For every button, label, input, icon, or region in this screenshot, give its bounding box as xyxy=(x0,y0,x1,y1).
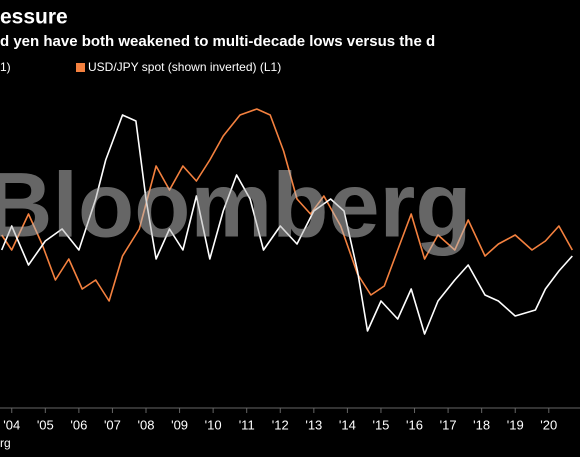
x-tick-label: '11 xyxy=(239,417,255,432)
x-tick-label: '07 xyxy=(104,417,121,432)
x-tick-label: '17 xyxy=(440,417,457,432)
series-line xyxy=(1,108,573,302)
x-tick-label: '08 xyxy=(138,417,155,432)
source: rg xyxy=(0,436,11,450)
x-tick-label: '05 xyxy=(37,417,54,432)
chart-subtitle: d yen have both weakened to multi-decade… xyxy=(0,33,435,50)
x-tick-label: '06 xyxy=(70,417,87,432)
watermark: Bloomberg xyxy=(0,154,472,256)
x-tick-label: '12 xyxy=(272,417,289,432)
x-tick-label: '16 xyxy=(406,417,423,432)
x-tick-label: '09 xyxy=(171,417,188,432)
chart-title: essure xyxy=(0,6,68,29)
x-tick-label: '14 xyxy=(339,417,356,432)
x-tick-label: '15 xyxy=(372,417,389,432)
x-tick-label: '13 xyxy=(305,417,322,432)
x-tick-label: '04 xyxy=(3,417,20,432)
x-tick-label: '20 xyxy=(540,417,557,432)
legend-fragment: 1) xyxy=(0,60,11,74)
legend-label: USD/JPY spot (shown inverted) (L1) xyxy=(88,60,281,74)
x-tick-label: '19 xyxy=(507,417,524,432)
x-tick-label: '18 xyxy=(473,417,490,432)
series-line xyxy=(0,114,573,335)
x-tick-label: '10 xyxy=(205,417,222,432)
legend-swatch xyxy=(76,63,85,72)
